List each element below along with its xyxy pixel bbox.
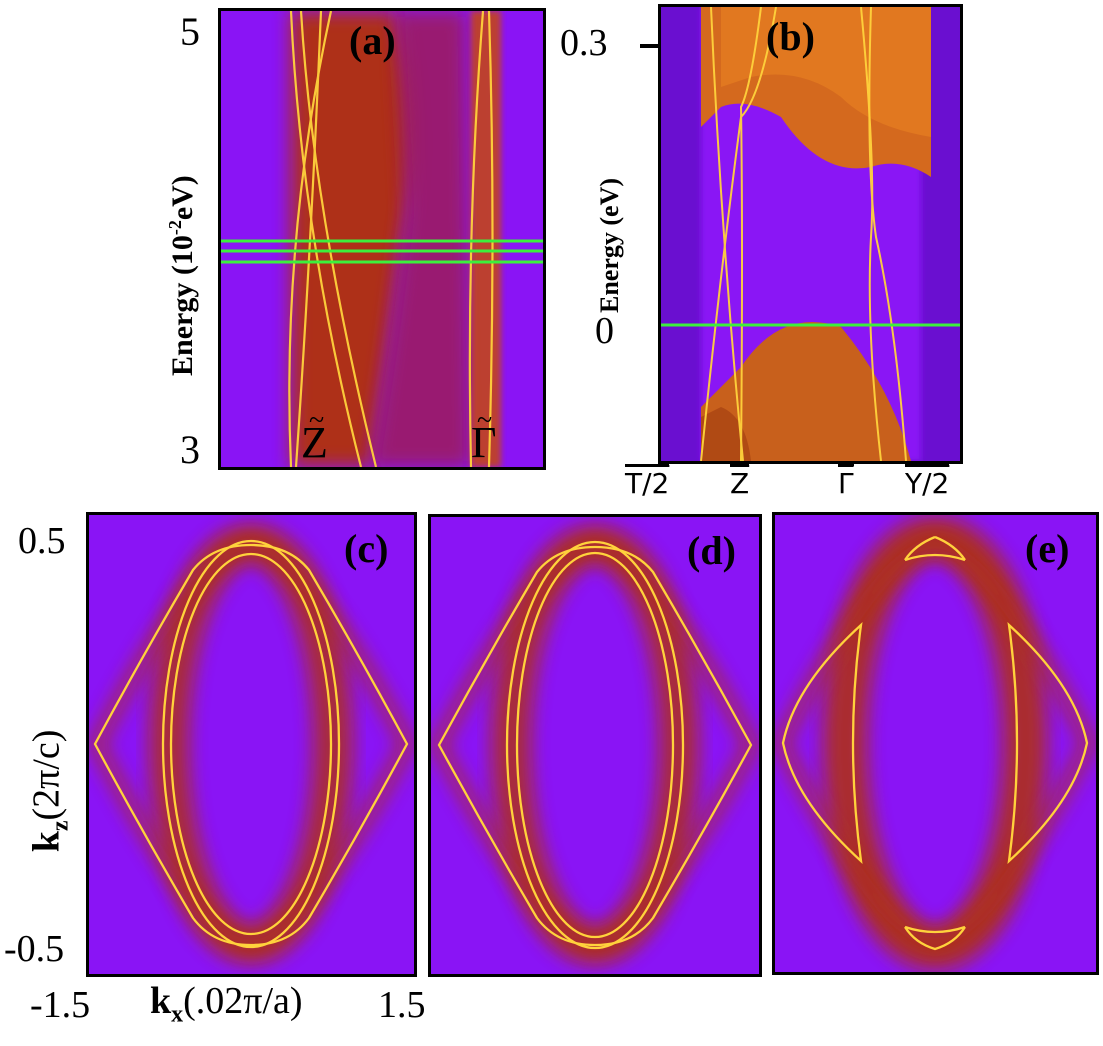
panel-e-fermi-surface bbox=[775, 515, 1096, 972]
panel-b-label: (b) bbox=[766, 14, 815, 59]
bottom-xtick-minus15: -1.5 bbox=[30, 984, 91, 1026]
bottom-ytick-minus05: -0.5 bbox=[4, 928, 65, 970]
panel-a-ytick-5: 5 bbox=[180, 9, 200, 54]
panel-b-xtick-t2: T/2 bbox=[625, 464, 670, 500]
panel-d: (d) bbox=[428, 514, 762, 977]
panel-e-label: (e) bbox=[1025, 526, 1070, 571]
panel-b-ytick-03: 0.3 bbox=[560, 22, 608, 64]
panel-c-label: (c) bbox=[344, 526, 389, 571]
bottom-xtick-15: 1.5 bbox=[378, 984, 426, 1026]
panel-a-spectrum bbox=[221, 11, 543, 467]
point-z-label: ~ Z bbox=[301, 405, 328, 467]
panel-a-ylabel: Energy (10-2eV) bbox=[165, 175, 199, 376]
panel-b-xtick-z: Z bbox=[730, 464, 750, 500]
panel-d-label: (d) bbox=[687, 528, 736, 573]
panel-a: (a) ~ Z ~ Γ bbox=[218, 8, 546, 470]
panel-b-xtick-gamma: Γ bbox=[838, 464, 854, 500]
point-gamma-label: ~ Γ bbox=[471, 405, 497, 467]
panel-a-ytick-3: 3 bbox=[180, 427, 200, 472]
panel-b: (b) bbox=[658, 4, 963, 464]
panel-b-xtick-y2: Y/2 bbox=[905, 464, 950, 500]
panel-c: (c) bbox=[86, 512, 417, 977]
bottom-xlabel: kx(.02π/a) bbox=[150, 980, 303, 1028]
panel-b-ytick-0: 0 bbox=[595, 310, 614, 352]
panel-c-fermi-surface bbox=[89, 515, 414, 974]
panel-b-spectrum bbox=[661, 7, 960, 461]
panel-e: (e) bbox=[772, 512, 1099, 975]
panel-d-fermi-surface bbox=[431, 517, 759, 974]
panel-b-ylabel: Energy (eV) bbox=[595, 177, 624, 313]
bottom-ytick-05: 0.5 bbox=[18, 520, 66, 562]
bottom-ylabel: kz(2π/c) bbox=[25, 729, 74, 853]
panel-a-label: (a) bbox=[349, 18, 396, 63]
panel-b-ytick-03-mark bbox=[640, 44, 658, 48]
